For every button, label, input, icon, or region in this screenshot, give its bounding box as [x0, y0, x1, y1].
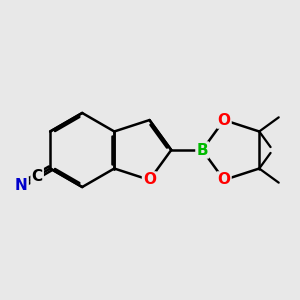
Text: O: O	[143, 172, 156, 188]
Text: B: B	[196, 142, 208, 158]
Text: O: O	[218, 172, 230, 188]
Text: O: O	[218, 112, 230, 128]
Text: N: N	[15, 178, 28, 193]
Text: C: C	[32, 169, 43, 184]
